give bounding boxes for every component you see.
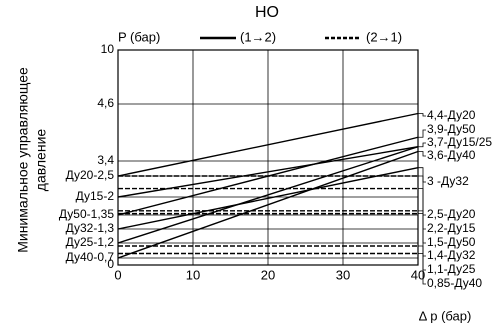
x-tick-label: 10 [186, 267, 200, 282]
line-label: 4,4-Ду20 [427, 108, 476, 122]
line-label: 1,1-Ду25 [427, 262, 476, 276]
label-leader [418, 210, 426, 244]
chart-title: НО [255, 4, 279, 21]
plot-frame [117, 49, 419, 266]
label-leader [418, 188, 426, 230]
line-label: 1,5-Ду50 [427, 235, 476, 249]
x-axis-label: Δ p (бар) [419, 308, 472, 323]
line-label: 0,85-Ду40 [427, 276, 482, 290]
line-label: 2,5-Ду20 [427, 207, 476, 221]
label-leader [418, 142, 426, 148]
x-tick-label: 30 [336, 267, 350, 282]
x-tick-label: 40 [411, 267, 425, 282]
y-tick-label: 10 [101, 42, 115, 56]
line-label: 3,9-Ду50 [427, 122, 476, 136]
label-leader [418, 167, 426, 183]
data-line [117, 112, 419, 177]
label-leader [418, 113, 426, 117]
y-tick-label: 3,4 [97, 153, 114, 167]
line-label: 3,7-Ду15/25 [427, 135, 492, 149]
label-leader [418, 245, 426, 271]
data-line [117, 146, 419, 244]
label-leader [418, 253, 426, 285]
y-tick-label: 4,6 [97, 96, 114, 110]
y-tick-label: Ду32-1,3 [66, 221, 115, 235]
y-tick-label: Ду50-1,35 [59, 207, 114, 221]
legend-title: P (бар) [118, 29, 160, 44]
label-leader [418, 129, 426, 138]
legend-label: (2→1) [366, 29, 402, 44]
data-line [117, 166, 419, 230]
line-label: 2,2-Ду15 [427, 221, 476, 235]
y-tick-label: Ду25-1,2 [66, 235, 115, 249]
label-leader [418, 151, 426, 157]
data-line [117, 150, 419, 259]
line-label: 1,4-Ду32 [427, 248, 476, 262]
label-leader [418, 213, 426, 257]
line-label: 3 -Ду32 [427, 174, 469, 188]
y-tick-label: Ду15-2 [76, 189, 115, 203]
legend-label: (1→2) [240, 29, 276, 44]
x-tick-label: 0 [114, 267, 121, 282]
y-axis-label: давление [33, 129, 49, 192]
line-label: 3,6-Ду40 [427, 148, 476, 162]
y-axis-label: Минимальное управляющее [15, 67, 31, 253]
y-tick-label: Ду40-0,7 [66, 250, 115, 264]
x-tick-label: 20 [261, 267, 275, 282]
y-tick-label: Ду20-2,5 [66, 168, 115, 182]
y-tick-label: 0 [107, 257, 114, 271]
